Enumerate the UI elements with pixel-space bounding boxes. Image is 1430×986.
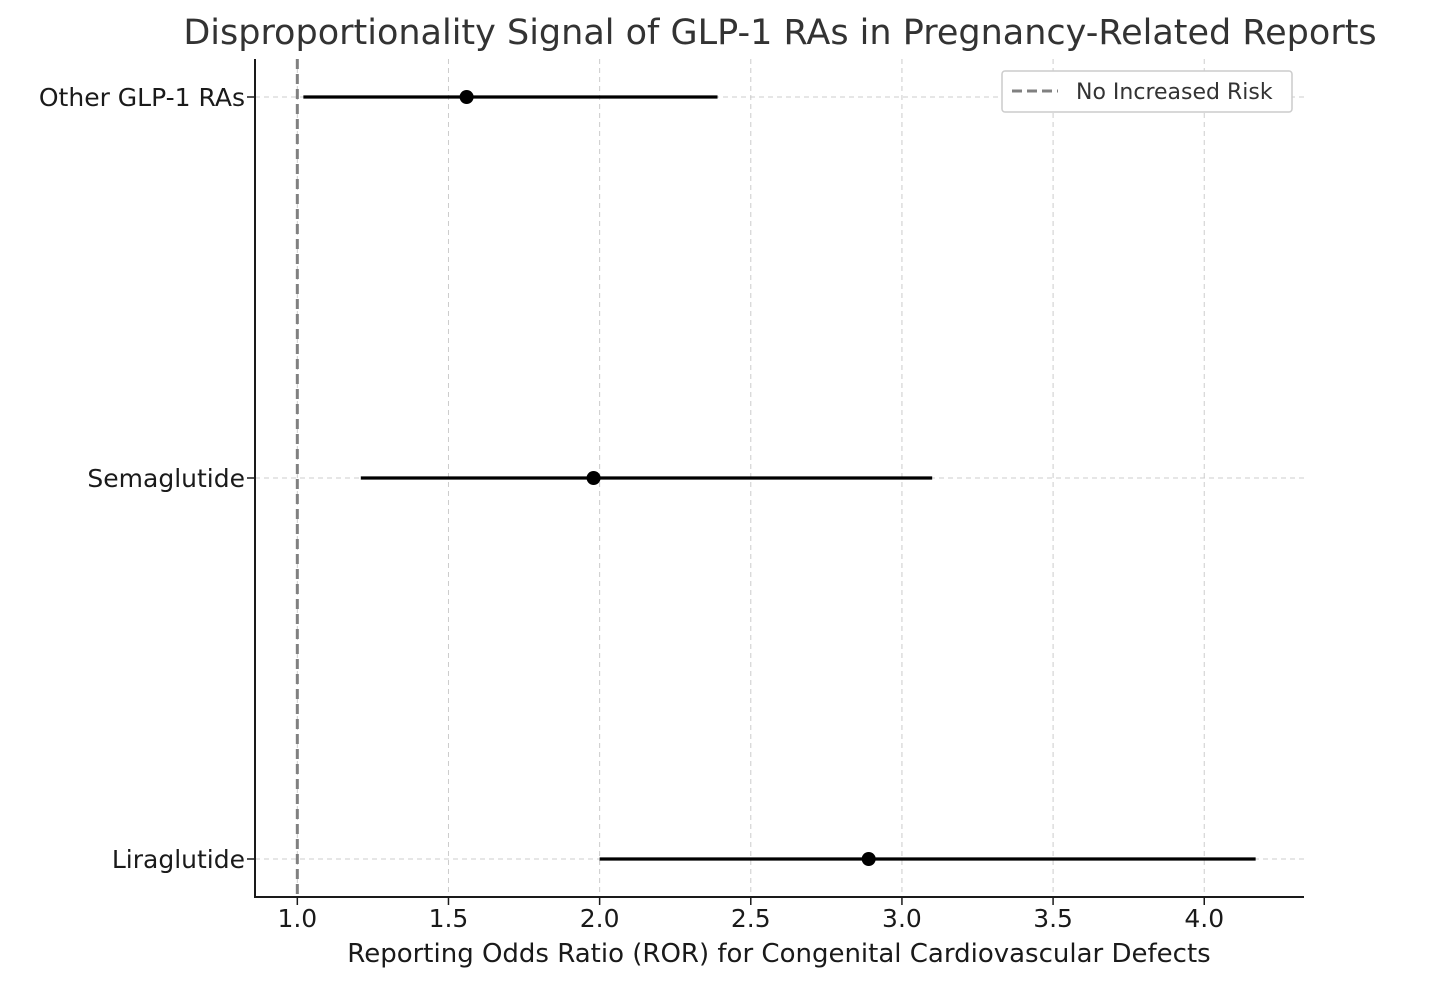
chart-title: Disproportionality Signal of GLP-1 RAs i…	[183, 13, 1376, 53]
y-tick-label-2: Liraglutide	[112, 845, 245, 874]
axes: 1.0 1.5 2.0 2.5 3.0 3.5 4.0 Other GLP-1 RAs Sema…	[39, 59, 1304, 933]
x-tick-label-2: 2.0	[580, 904, 620, 933]
ror-point-1	[586, 471, 601, 485]
x-axis-label: Reporting Odds Ratio (ROR) for Congenita…	[347, 939, 1210, 969]
x-tick-label-1: 1.5	[429, 904, 469, 933]
data-series	[303, 90, 1256, 866]
x-tick-label-0: 1.0	[277, 904, 317, 933]
y-tick-label-1: Semaglutide	[87, 464, 245, 493]
y-tick-label-0: Other GLP-1 RAs	[39, 83, 245, 112]
ror-point-0	[459, 90, 474, 104]
legend: No Increased Risk	[1001, 70, 1293, 113]
ror-point-2	[861, 852, 876, 866]
x-tick-label-5: 3.5	[1033, 904, 1073, 933]
x-tick-label-3: 2.5	[731, 904, 771, 933]
legend-label: No Increased Risk	[1076, 80, 1273, 105]
x-tick-label-6: 4.0	[1184, 904, 1224, 933]
legend-box	[1001, 70, 1293, 113]
x-tick-label-4: 3.0	[882, 904, 922, 933]
